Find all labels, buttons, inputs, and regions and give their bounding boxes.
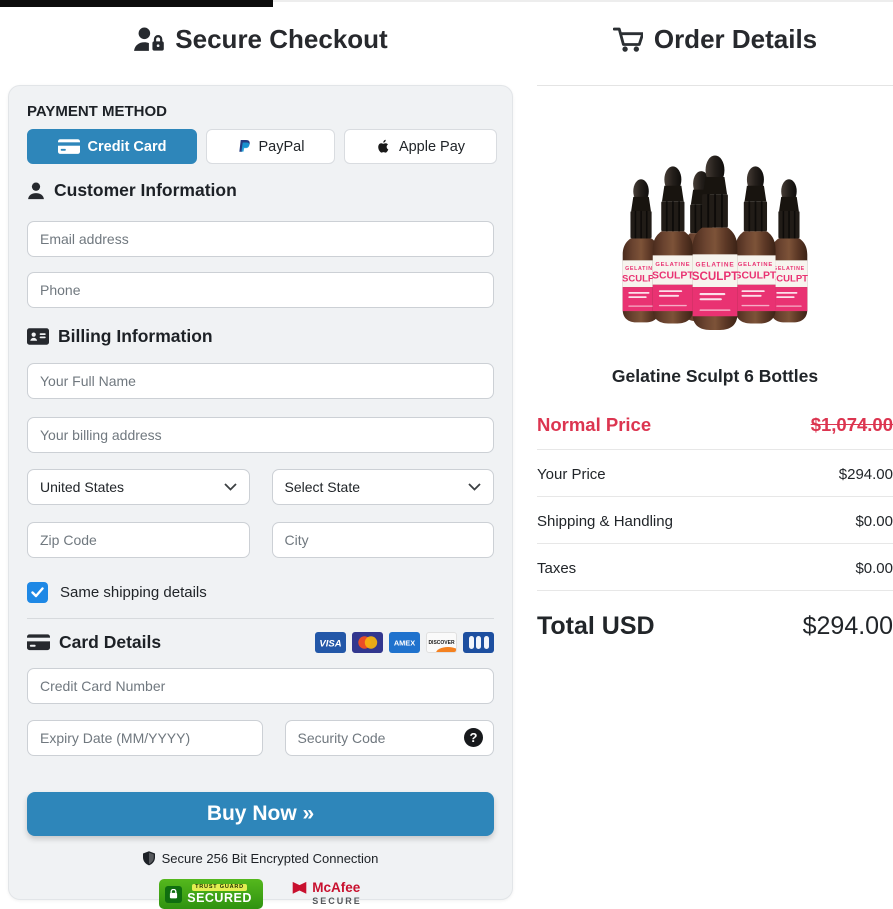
amex-icon: AMEX	[389, 632, 420, 653]
discover-swoosh	[436, 647, 456, 652]
price-label: Shipping & Handling	[537, 513, 673, 530]
price-value: $0.00	[855, 513, 893, 530]
mcafee-m-icon	[291, 881, 308, 898]
price-value: $294.00	[838, 466, 893, 483]
trust-badges: TRUST GUARD SECURED McAfee SECURE	[27, 879, 494, 909]
order-title-text: Order Details	[653, 24, 818, 54]
address-card-icon	[27, 328, 49, 345]
security-code-field[interactable]	[284, 720, 494, 756]
discover-icon: DISCOVER	[426, 632, 457, 653]
chevron-down-icon	[223, 483, 237, 491]
mcafee-name: McAfee	[312, 880, 361, 895]
price-rows: Normal Price $1,074.00 Your Price $294.0…	[537, 398, 893, 591]
card-brand-icons: VISA AMEX DISCOVER	[315, 632, 494, 653]
tab-credit-card[interactable]: Credit Card	[27, 129, 197, 164]
product-image: GELATINE SCULPT	[537, 139, 893, 337]
section-divider	[27, 618, 494, 619]
order-title: Order Details	[537, 23, 893, 56]
trust-guard-top-text: TRUST GUARD	[192, 883, 247, 891]
person-icon	[27, 182, 45, 200]
checkout-panel: PAYMENT METHOD Credit Card	[8, 85, 513, 909]
email-field[interactable]	[27, 221, 494, 257]
mcafee-badge: McAfee SECURE	[291, 879, 362, 906]
price-label: Your Price	[537, 466, 606, 483]
paypal-icon	[237, 139, 251, 155]
total-row: Total USD $294.00	[537, 612, 893, 641]
trust-guard-badge: TRUST GUARD SECURED	[159, 879, 264, 909]
price-row-shipping: Shipping & Handling $0.00	[537, 497, 893, 544]
svg-text:AMEX: AMEX	[394, 639, 415, 648]
checkout-title-text: Secure Checkout	[175, 24, 388, 54]
checkout-title: Secure Checkout	[0, 23, 521, 56]
credit-card-icon	[57, 138, 80, 155]
lock-icon	[165, 885, 183, 903]
total-label: Total USD	[537, 612, 655, 640]
same-shipping-label: Same shipping details	[60, 584, 207, 601]
price-row-your-price: Your Price $294.00	[537, 450, 893, 497]
checkout-column: Secure Checkout PAYMENT METHOD Credit Ca…	[0, 23, 521, 909]
svg-text:VISA: VISA	[319, 639, 341, 650]
user-lock-icon	[133, 27, 165, 52]
price-row-taxes: Taxes $0.00	[537, 544, 893, 591]
card-details-heading: Card Details	[27, 632, 161, 653]
card-number-field[interactable]	[27, 668, 494, 704]
order-column: Order Details	[537, 0, 893, 641]
tab-apple-pay[interactable]: Apple Pay	[344, 129, 497, 164]
price-value-strikethrough: $1,074.00	[810, 414, 893, 435]
expiry-field[interactable]	[27, 720, 263, 756]
jcb-icon	[463, 632, 494, 653]
cvv-help-icon[interactable]: ?	[464, 728, 483, 747]
state-select[interactable]: Select State	[271, 469, 494, 505]
city-field[interactable]	[271, 522, 494, 558]
phone-field[interactable]	[27, 272, 494, 308]
credit-card-icon	[27, 634, 50, 651]
customer-info-heading: Customer Information	[27, 180, 494, 201]
mastercard-icon	[352, 632, 383, 653]
total-value: $294.00	[802, 612, 893, 640]
payment-method-tabs: Credit Card PayPal Apple Pay	[27, 129, 497, 164]
top-progress-bar	[0, 0, 273, 7]
top-hairline	[0, 0, 893, 2]
price-label: Taxes	[537, 560, 577, 577]
order-header-divider	[537, 85, 893, 86]
price-value: $0.00	[855, 560, 893, 577]
payment-method-label: PAYMENT METHOD	[27, 103, 168, 120]
visa-icon: VISA	[315, 632, 346, 653]
secure-connection-note: Secure 256 Bit Encrypted Connection	[27, 851, 494, 866]
apple-icon	[376, 138, 391, 155]
billing-info-heading: Billing Information	[27, 326, 494, 347]
price-row-normal: Normal Price $1,074.00	[537, 398, 893, 450]
same-shipping-checkbox[interactable]	[27, 582, 48, 603]
billing-address-field[interactable]	[27, 417, 494, 453]
product-name: Gelatine Sculpt 6 Bottles	[611, 366, 819, 386]
country-select[interactable]: United States	[27, 469, 250, 505]
cart-icon	[612, 26, 643, 53]
chevron-down-icon	[468, 483, 481, 491]
trust-guard-main-text: SECURED	[187, 890, 252, 905]
svg-text:DISCOVER: DISCOVER	[428, 640, 455, 646]
buy-now-button[interactable]: Buy Now »	[27, 792, 494, 836]
shield-icon	[142, 851, 155, 866]
full-name-field[interactable]	[27, 363, 494, 399]
same-shipping-row: Same shipping details	[27, 582, 494, 603]
zip-field[interactable]	[27, 522, 250, 558]
price-label: Normal Price	[537, 414, 652, 435]
mcafee-sub: SECURE	[312, 895, 362, 906]
tab-paypal[interactable]: PayPal	[206, 129, 335, 164]
